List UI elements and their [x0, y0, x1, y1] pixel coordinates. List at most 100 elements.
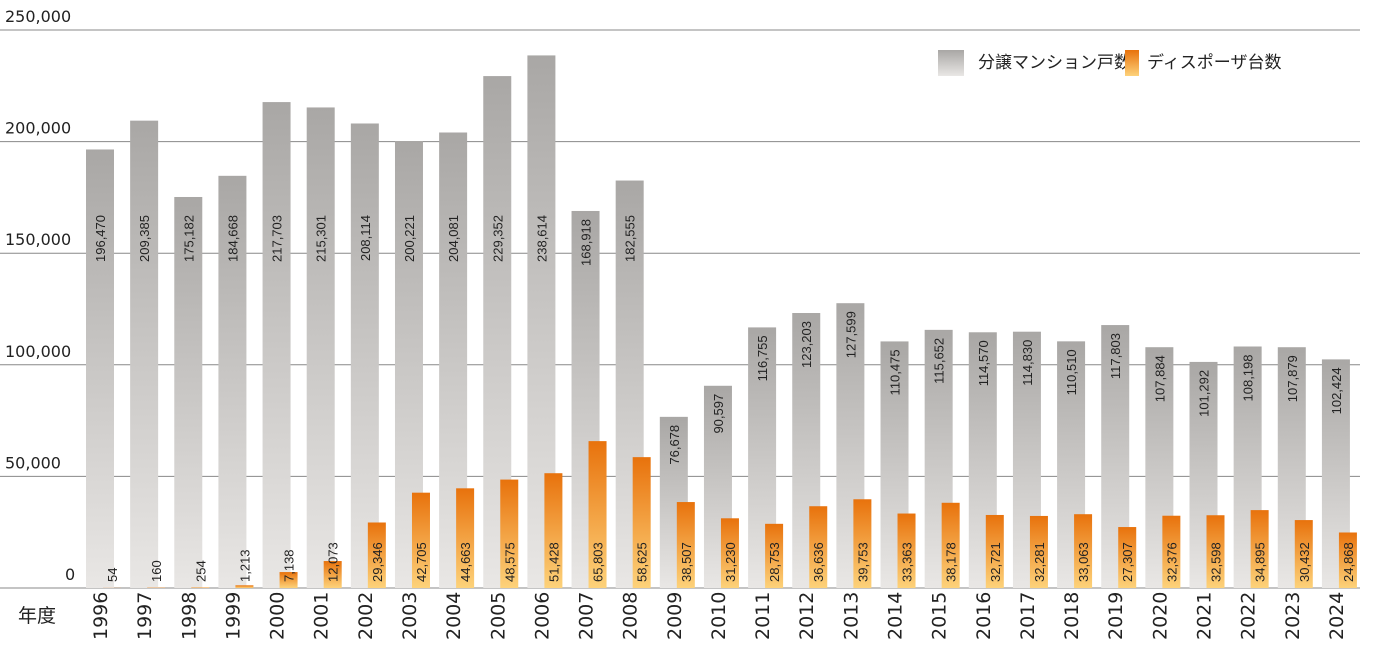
y-tick-label: 100,000	[5, 342, 71, 361]
value-label: 168,918	[579, 219, 594, 266]
value-label: 208,114	[358, 215, 373, 261]
value-label: 76,678	[667, 425, 682, 465]
bar	[263, 102, 291, 588]
x-tick-label: 2001	[311, 592, 333, 640]
y-tick-label: 150,000	[5, 230, 71, 249]
x-tick-label: 2023	[1282, 592, 1304, 640]
x-tick-label: 2022	[1238, 592, 1260, 640]
y-tick-label: 0	[65, 565, 75, 584]
value-label: 110,510	[1064, 349, 1079, 395]
bar-overlay	[235, 585, 253, 588]
legend-label: 分譲マンション戸数	[978, 53, 1131, 73]
x-tick-label: 2016	[973, 592, 995, 640]
value-label: 101,292	[1197, 370, 1212, 417]
value-label: 114,570	[976, 340, 991, 386]
legend-swatch	[938, 50, 964, 76]
x-tick-label: 2011	[752, 592, 774, 640]
x-axis-label: 年度	[18, 605, 56, 627]
value-label: 1,213	[237, 549, 252, 582]
legend-swatch	[1125, 50, 1139, 76]
value-label: 30,432	[1297, 542, 1312, 582]
value-label: 115,652	[932, 338, 947, 384]
x-tick-label: 1998	[178, 592, 200, 640]
value-label: 107,879	[1285, 355, 1300, 402]
x-tick-label: 2000	[267, 592, 289, 640]
value-label: 184,668	[225, 215, 240, 262]
x-tick-label: 2014	[885, 592, 907, 640]
value-label: 34,895	[1253, 542, 1268, 582]
value-label: 7,138	[282, 549, 297, 582]
value-label: 38,507	[679, 542, 694, 582]
value-label: 32,281	[1032, 542, 1047, 582]
value-label: 38,178	[944, 542, 959, 582]
value-label: 108,198	[1241, 355, 1256, 402]
value-label: 160	[149, 560, 164, 582]
value-label: 117,803	[1108, 333, 1123, 379]
value-label: 200,221	[402, 215, 417, 262]
x-tick-label: 2012	[796, 592, 818, 640]
value-label: 116,755	[755, 335, 770, 381]
value-label: 32,721	[988, 542, 1003, 582]
x-tick-label: 1996	[90, 592, 112, 640]
x-tick-label: 2009	[664, 592, 686, 640]
value-label: 24,868	[1341, 542, 1356, 582]
value-label: 254	[193, 560, 208, 582]
value-label: 182,555	[623, 215, 638, 262]
value-label: 90,597	[711, 394, 726, 434]
x-tick-label: 2017	[1017, 592, 1039, 640]
x-tick-label: 2024	[1326, 592, 1348, 640]
value-label: 102,424	[1329, 367, 1344, 414]
value-label: 65,803	[591, 542, 606, 582]
x-tick-label: 2021	[1194, 592, 1216, 640]
value-label: 29,346	[370, 542, 385, 582]
value-label: 44,663	[458, 542, 473, 582]
x-tick-label: 2020	[1149, 592, 1171, 640]
value-label: 27,307	[1120, 542, 1135, 582]
value-label: 32,598	[1209, 542, 1224, 582]
x-tick-label: 2015	[929, 592, 951, 640]
x-tick-label: 1997	[134, 592, 156, 640]
x-tick-label: 2003	[399, 592, 421, 640]
x-tick-label: 2006	[531, 592, 553, 640]
value-label: 32,376	[1164, 542, 1179, 582]
bar	[307, 107, 335, 588]
x-tick-label: 2007	[576, 592, 598, 640]
value-label: 127,599	[843, 311, 858, 358]
value-label: 209,385	[137, 215, 152, 262]
value-label: 204,081	[446, 215, 461, 262]
value-label: 196,470	[93, 215, 108, 262]
value-label: 48,575	[502, 542, 517, 582]
value-label: 54	[105, 568, 120, 582]
y-tick-label: 250,000	[5, 7, 71, 26]
value-label: 58,625	[635, 542, 650, 582]
value-label: 215,301	[314, 215, 329, 262]
y-tick-label: 50,000	[5, 453, 61, 472]
x-tick-label: 2010	[708, 592, 730, 640]
value-label: 28,753	[767, 542, 782, 582]
bar	[351, 123, 379, 588]
x-tick-label: 2005	[487, 592, 509, 640]
value-label: 123,203	[799, 321, 814, 368]
x-tick-label: 2013	[840, 592, 862, 640]
value-label: 33,063	[1076, 542, 1091, 582]
value-label: 51,428	[546, 542, 561, 582]
x-tick-label: 2008	[620, 592, 642, 640]
value-label: 110,475	[888, 349, 903, 395]
x-tick-label: 2019	[1105, 592, 1127, 640]
chart: 年度 050,000100,000150,000200,000250,00019…	[0, 0, 1381, 650]
value-label: 31,230	[723, 542, 738, 582]
value-label: 107,884	[1152, 355, 1167, 402]
value-label: 42,705	[414, 542, 429, 582]
legend-label: ディスポーザ台数	[1147, 52, 1281, 73]
x-tick-label: 2018	[1061, 592, 1083, 640]
value-label: 238,614	[534, 215, 549, 262]
value-label: 39,753	[855, 542, 870, 582]
bar	[130, 121, 158, 588]
x-tick-label: 1999	[222, 592, 244, 640]
bar-overlay	[191, 587, 209, 588]
x-tick-label: 2004	[443, 592, 465, 640]
value-label: 33,363	[900, 542, 915, 582]
value-label: 217,703	[270, 215, 285, 262]
value-label: 12,073	[326, 542, 341, 582]
value-label: 175,182	[181, 215, 196, 262]
